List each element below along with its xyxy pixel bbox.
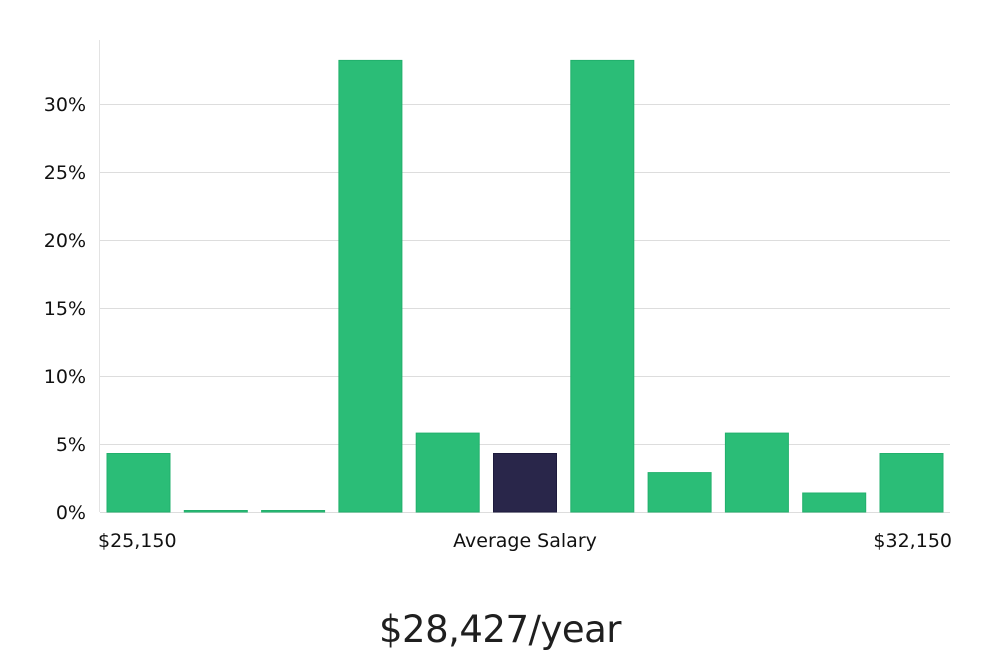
y-tick-label: 20% (44, 230, 86, 252)
y-tick-label: 5% (56, 434, 86, 456)
bar-3[interactable] (338, 59, 403, 513)
x-label-max-salary: $32,150 (873, 530, 952, 552)
average-salary-value: $28,427/year (378, 608, 622, 651)
salary-distribution-chart: 0% 5% 10% 15% 20% 25% 30% $25,150 Average Sala… (44, 40, 952, 552)
bar-4[interactable] (415, 432, 480, 513)
bar-9[interactable] (802, 492, 867, 513)
x-label-average-salary: Average Salary (453, 530, 597, 552)
y-tick-label: 25% (44, 162, 86, 184)
bar-average-salary[interactable] (493, 453, 557, 513)
bar-0[interactable] (106, 453, 171, 513)
bar-1[interactable] (183, 510, 248, 513)
x-axis-labels: $25,150 Average Salary $32,150 (98, 530, 952, 552)
y-tick-label: 15% (44, 298, 86, 320)
y-tick-label: 30% (44, 94, 86, 116)
y-tick-label: 0% (56, 502, 86, 524)
x-label-min-salary: $25,150 (98, 530, 177, 552)
bars (106, 59, 944, 513)
bar-6[interactable] (570, 59, 635, 513)
grid-lines (100, 104, 950, 513)
bar-7[interactable] (647, 472, 712, 513)
bar-8[interactable] (724, 432, 789, 513)
bar-2[interactable] (261, 510, 326, 513)
y-tick-labels: 0% 5% 10% 15% 20% 25% 30% (44, 94, 86, 524)
y-tick-label: 10% (44, 366, 86, 388)
bar-10[interactable] (879, 453, 944, 513)
